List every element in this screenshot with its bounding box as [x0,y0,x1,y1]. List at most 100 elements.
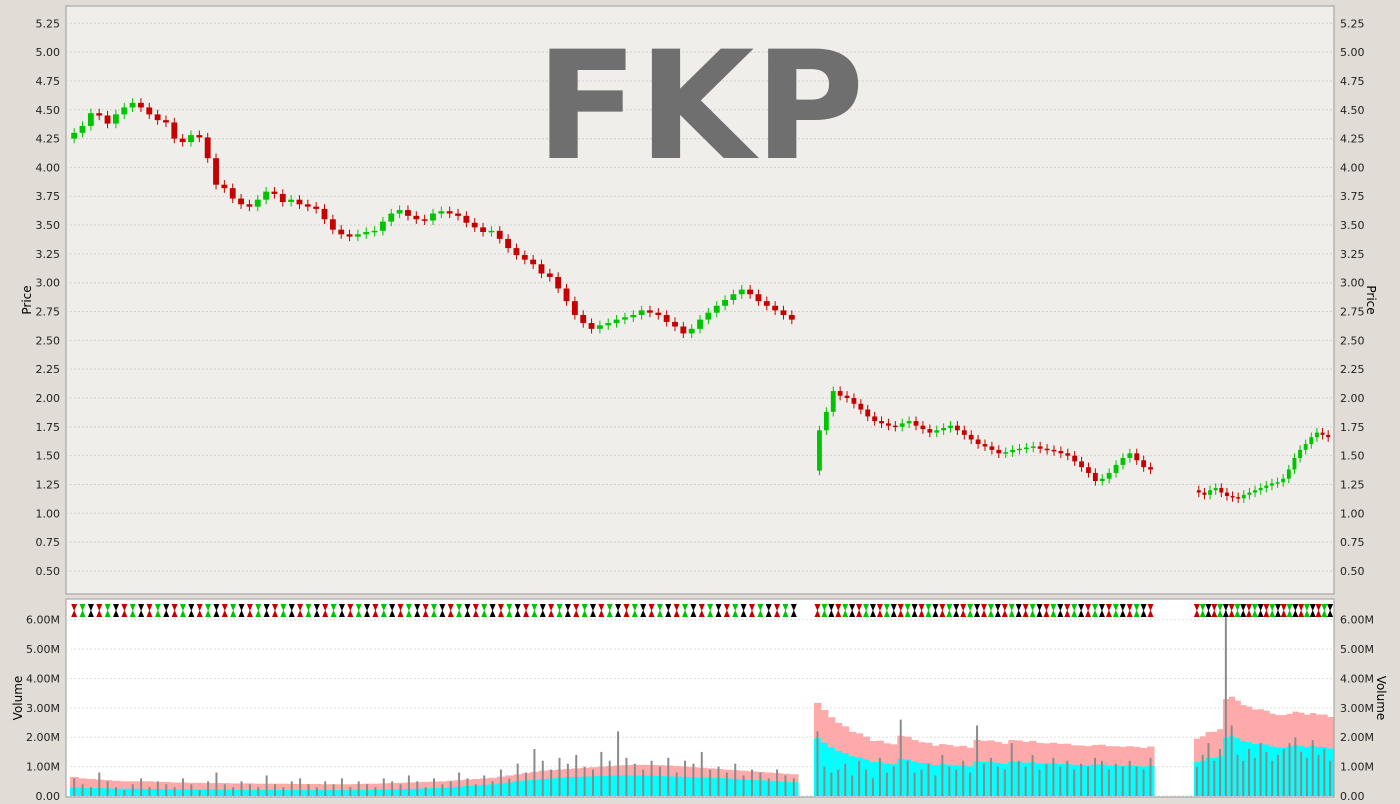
candle-body [1051,449,1057,452]
candle-body [254,199,261,207]
volume-marker-down [1228,604,1235,611]
candle-body [580,314,587,324]
volume-tick-label: 6.00M [1340,614,1374,627]
volume-marker-down [397,604,404,611]
volume-marker-up [994,610,1001,617]
candle-body [772,305,779,311]
candle-body [705,312,712,320]
price-tick-label: 4.75 [36,75,61,88]
price-tick-label: 1.50 [36,450,61,463]
volume-marker-up [1211,610,1218,617]
candle-body [596,325,603,329]
volume-marker-up [939,610,946,617]
volume-marker-down [1105,604,1112,611]
candle-body [1113,464,1119,473]
volume-marker-down [715,604,722,611]
volume-marker-down [1321,604,1328,611]
candle-body [405,210,411,216]
candle-body [1275,482,1280,484]
candle-body [989,446,995,450]
candle-body [496,230,503,239]
volume-marker-down [598,604,605,611]
volume-marker-down [1001,604,1008,611]
volume-marker-up [1029,610,1036,617]
volume-marker-up [1078,610,1085,617]
volume-marker-down [305,604,312,611]
candle-body [171,122,178,139]
volume-marker-down [1036,604,1043,611]
candle-body [129,102,136,108]
candle-body [1086,467,1091,473]
volume-marker-down [1234,604,1241,611]
volume-marker-down [1292,604,1299,611]
candle-body [521,255,528,260]
candle-body [87,113,94,126]
volume-marker-down [556,604,563,611]
volume-marker-up [1327,610,1334,617]
volume-marker-up [849,610,856,617]
volume-marker-up [1085,610,1092,617]
candle-body [1253,490,1258,493]
volume-marker-down [1112,604,1119,611]
price-tick-label: 4.50 [1340,104,1365,117]
volume-marker-up [589,610,596,617]
candle-body [622,317,628,320]
volume-marker-down [71,604,78,611]
candle-body [1106,472,1112,479]
volume-marker-up [732,610,739,617]
candle-body [380,221,386,231]
volume-marker-up [1205,610,1212,617]
volume-marker-up [1133,610,1140,617]
volume-marker-down [849,604,856,611]
volume-marker-down [497,604,504,611]
volume-marker-down [489,604,496,611]
volume-marker-down [876,604,883,611]
volume-marker-down [405,604,412,611]
volume-marker-down [330,604,337,611]
candle-body [388,213,395,222]
candle-body [780,310,787,315]
candle-body [1010,449,1016,453]
volume-marker-up [489,610,496,617]
candle-body [655,312,662,315]
candle-body [1286,469,1291,479]
volume-marker-down [1092,604,1099,611]
volume-marker-down [869,604,876,611]
candle-body [112,114,119,124]
volume-marker-down [280,604,287,611]
candle-body [788,314,795,320]
volume-marker-up [918,610,925,617]
candle-body [304,204,311,207]
volume-marker-up [305,610,312,617]
candle-body [1196,490,1201,493]
volume-marker-up [673,610,680,617]
volume-marker-down [171,604,178,611]
volume-marker-down [129,604,136,611]
volume-marker-up [146,610,153,617]
candle-body [747,289,754,295]
volume-marker-up [932,610,939,617]
volume-marker-down [723,604,730,611]
volume-marker-down [1057,604,1064,611]
volume-marker-down [856,604,863,611]
volume-marker-down [1327,604,1334,611]
price-tick-label: 4.25 [36,133,61,146]
candle-body [906,421,912,424]
candle-body [463,215,470,223]
price-tick-label: 1.75 [36,421,61,434]
volume-marker-up [981,610,987,617]
volume-marker-up [188,610,195,617]
candle-body [96,113,103,116]
volume-marker-down [960,604,967,611]
candle-body [1241,494,1246,499]
price-tick-label: 2.75 [1340,306,1365,319]
volume-marker-down [1251,604,1258,611]
volume-marker-down [981,604,987,611]
volume-marker-down [631,604,638,611]
candle-body [1065,453,1071,456]
volume-marker-up [397,610,404,617]
volume-marker-down [698,604,705,611]
volume-marker-up [707,610,714,617]
volume-marker-up [911,610,918,617]
volume-marker-down [104,604,111,611]
